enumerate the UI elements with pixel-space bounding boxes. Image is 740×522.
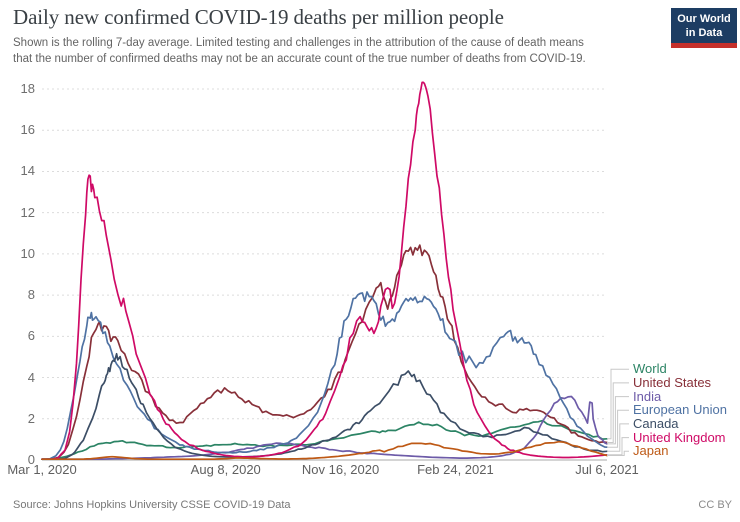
x-axis-tick-label: Nov 16, 2020 [301, 462, 380, 477]
legend-connector [607, 423, 629, 452]
chart-subtitle: Shown is the rolling 7-day average. Limi… [13, 36, 586, 68]
x-axis-tick-label: Mar 1, 2020 [7, 462, 77, 477]
legend-item-japan[interactable]: Japan [633, 443, 669, 459]
series-line-canada[interactable] [41, 352, 608, 461]
x-axis-tick-label: Jul 6, 2021 [575, 462, 639, 477]
legend-connector [607, 396, 629, 445]
y-axis-tick-label: 10 [20, 245, 35, 261]
chart-subtitle-line2: that the number of confirmed deaths may … [13, 52, 586, 65]
legend-item-united-states[interactable]: United States [633, 374, 712, 390]
owid-logo[interactable]: Our World in Data [671, 8, 737, 48]
legend-item-world[interactable]: World [633, 361, 667, 377]
y-axis-tick-label: 12 [20, 204, 35, 220]
page-title: Daily new confirmed COVID-19 deaths per … [13, 5, 504, 29]
series-line-united-states[interactable] [41, 244, 608, 461]
series-line-japan[interactable] [41, 440, 608, 461]
y-axis-tick-label: 18 [20, 81, 35, 96]
legend-connector [607, 382, 629, 443]
y-axis-tick-label: 6 [27, 328, 35, 344]
legend-item-united-kingdom[interactable]: United Kingdom [633, 429, 726, 445]
legend-connector [607, 450, 629, 456]
y-axis-tick-label: 2 [27, 410, 35, 426]
owid-logo-line2: in Data [685, 27, 723, 40]
legend-item-india[interactable]: India [633, 388, 662, 404]
legend-connector [607, 368, 629, 440]
y-axis-tick-label: 16 [20, 122, 35, 138]
legend-connector [607, 437, 629, 456]
x-axis-tick-label: Feb 24, 2021 [417, 462, 494, 477]
series-line-european-union[interactable] [41, 291, 608, 461]
y-axis-tick-label: 8 [27, 287, 35, 303]
owid-logo-line1: Our World [677, 13, 731, 25]
x-axis-tick-label: Aug 8, 2020 [190, 462, 261, 477]
chart-subtitle-line1: Shown is the rolling 7-day average. Limi… [13, 37, 584, 49]
series-line-united-kingdom[interactable] [41, 81, 608, 461]
license-badge[interactable]: CC BY [698, 499, 732, 511]
legend-item-canada[interactable]: Canada [633, 415, 679, 431]
legend-item-european-union[interactable]: European Union [633, 402, 727, 418]
legend-connector [607, 409, 629, 448]
source-note: Source: Johns Hopkins University CSSE CO… [13, 499, 291, 511]
y-axis-tick-label: 14 [20, 163, 35, 179]
y-axis-tick-label: 0 [27, 452, 35, 467]
y-axis-tick-label: 4 [27, 369, 35, 385]
